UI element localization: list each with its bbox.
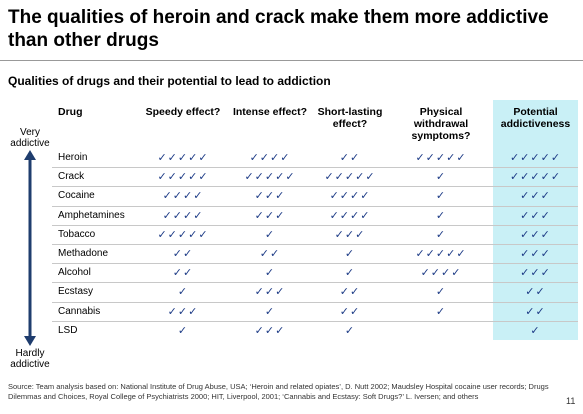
check-cell: ✓ [435, 285, 447, 299]
check-cell: ✓✓ [339, 285, 361, 299]
check-cell: ✓ [435, 304, 447, 318]
row-separator [52, 263, 578, 265]
check-cell: ✓ [435, 189, 447, 203]
title: The qualities of heroin and crack make t… [8, 7, 549, 51]
check-cell: ✓✓ [259, 247, 281, 260]
check-cell: ✓✓✓✓✓ [157, 151, 209, 164]
check-cell: ✓✓✓ [520, 208, 551, 222]
check-cell: ✓✓✓✓✓ [415, 247, 467, 260]
check-cell: ✓✓✓ [254, 323, 286, 337]
check-cell: ✓ [344, 266, 356, 280]
check-cell: ✓✓✓ [167, 304, 199, 318]
row-separator [52, 301, 578, 303]
check-cell: ✓ [264, 266, 276, 280]
check-cell: ✓✓✓ [334, 227, 366, 241]
row-separator [52, 320, 578, 322]
drug-name: Cocaine [58, 190, 95, 202]
check-cell: ✓ [264, 227, 276, 241]
check-cell: ✓✓✓✓ [162, 189, 204, 203]
scale-arrow [24, 150, 36, 346]
check-cell: ✓ [177, 323, 189, 337]
check-cell: ✓✓✓✓ [329, 208, 371, 222]
subtitle: Qualities of drugs and their potential t… [8, 74, 331, 88]
scale-top-label: Very addictive [10, 127, 50, 149]
check-cell: ✓✓ [339, 151, 361, 164]
drug-name: LSD [58, 324, 78, 336]
drug-name: Heroin [58, 152, 88, 163]
check-cell: ✓✓ [525, 285, 546, 299]
check-cell: ✓✓✓✓ [420, 266, 462, 280]
column-header: Short-lasting effect? [317, 106, 383, 130]
check-cell: ✓ [435, 227, 447, 241]
drug-name: Cannabis [58, 305, 101, 317]
row-separator [52, 186, 578, 188]
row-separator [52, 224, 578, 226]
check-cell [398, 321, 484, 340]
row-separator [52, 282, 578, 284]
check-cell: ✓ [264, 304, 276, 318]
check-cell: ✓✓ [339, 304, 361, 318]
check-cell: ✓✓✓ [520, 189, 551, 203]
check-cell: ✓✓ [172, 266, 194, 280]
check-cell: ✓ [344, 323, 356, 337]
check-cell: ✓✓✓ [520, 247, 551, 260]
check-cell: ✓✓✓ [520, 227, 551, 241]
check-cell: ✓✓✓✓✓ [157, 227, 209, 241]
check-cell: ✓✓✓✓ [329, 189, 371, 203]
check-cell: ✓✓✓✓ [162, 208, 204, 222]
row-separator [52, 205, 578, 207]
check-cell: ✓✓✓ [254, 189, 286, 203]
column-header: Physical withdrawal symptoms? [411, 106, 471, 142]
source-note: Source: Team analysis based on: National… [8, 382, 549, 401]
check-cell: ✓✓✓✓✓ [509, 151, 562, 164]
check-cell: ✓✓✓✓✓ [415, 151, 467, 164]
check-cell: ✓ [435, 170, 447, 184]
drug-name: Ecstasy [58, 286, 94, 298]
check-cell: ✓✓✓ [254, 285, 286, 299]
scale-bottom-label: Hardly addictive [10, 348, 50, 370]
drug-name: Alcohol [58, 267, 91, 279]
check-cell: ✓✓ [525, 304, 546, 318]
check-cell: ✓✓✓✓✓ [244, 170, 296, 184]
column-header: Drug [58, 106, 83, 118]
drug-name: Crack [58, 171, 85, 183]
row-separator [52, 167, 578, 169]
check-cell: ✓✓✓✓ [249, 151, 291, 164]
check-cell: ✓✓✓ [520, 266, 551, 280]
highlight-column [493, 100, 578, 340]
check-cell: ✓✓✓✓✓ [509, 170, 562, 184]
column-header: Speedy effect? [145, 106, 221, 118]
check-cell: ✓ [530, 323, 541, 337]
check-cell: ✓ [344, 247, 356, 260]
check-cell: ✓ [435, 208, 447, 222]
check-cell: ✓✓✓✓✓ [324, 170, 376, 184]
drug-name: Amphetamines [58, 209, 125, 221]
rule [0, 60, 583, 61]
column-header: Potential addictiveness [500, 106, 571, 130]
column-header: Intense effect? [232, 106, 308, 118]
check-cell: ✓✓ [172, 247, 194, 260]
drug-name: Methadone [58, 248, 109, 259]
check-cell: ✓✓✓ [254, 208, 286, 222]
drug-name: Tobacco [58, 228, 96, 240]
row-separator [52, 244, 578, 245]
page-number: 11 [566, 396, 576, 406]
check-cell: ✓✓✓✓✓ [157, 170, 209, 184]
check-cell: ✓ [177, 285, 189, 299]
